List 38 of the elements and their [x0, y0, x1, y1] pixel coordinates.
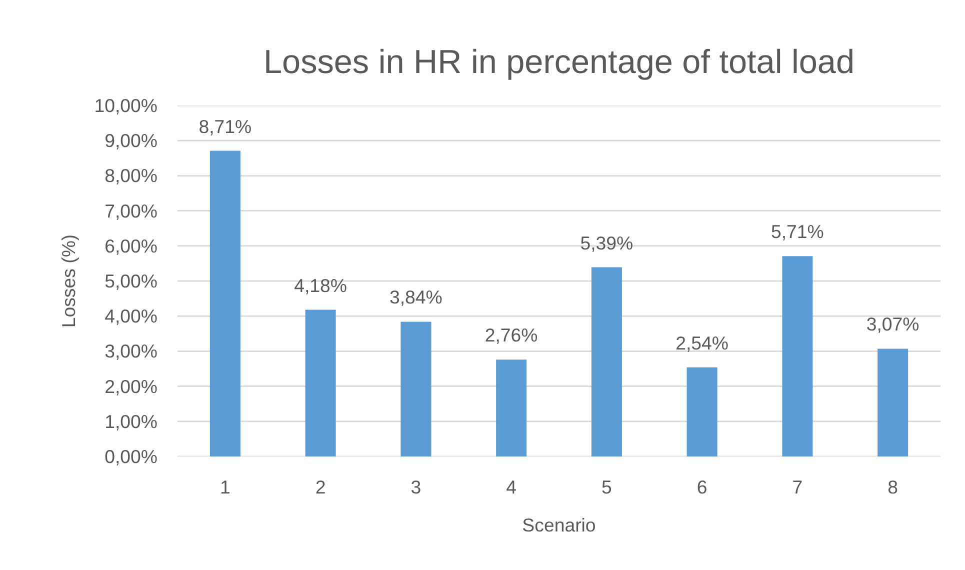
data-label: 2,54%	[676, 332, 729, 354]
bar	[210, 150, 240, 456]
data-label: 3,07%	[866, 314, 920, 335]
bar	[782, 256, 813, 456]
bar	[305, 310, 336, 456]
y-tick-label: 4,00%	[104, 306, 158, 327]
x-axis-title: Scenario	[522, 514, 596, 536]
data-label: 5,39%	[580, 232, 634, 254]
bar	[496, 360, 527, 456]
x-tick-label: 5	[602, 476, 612, 498]
x-tick-label: 1	[220, 476, 230, 498]
bar	[591, 267, 622, 456]
y-tick-label: 10,00%	[94, 95, 158, 116]
y-tick-label: 3,00%	[104, 340, 158, 362]
x-tick-label: 6	[696, 476, 708, 498]
y-axis-title: Losses (%)	[58, 234, 80, 328]
bar	[878, 348, 908, 456]
y-tick-label: 7,00%	[104, 200, 158, 222]
y-tick-label: 2,00%	[104, 376, 158, 397]
data-label: 2,76%	[484, 324, 538, 346]
y-tick-label: 9,00%	[104, 130, 158, 152]
bar	[400, 322, 432, 456]
chart-title: Losses in HR in percentage of total load	[263, 44, 855, 81]
y-tick-label: 1,00%	[104, 410, 158, 432]
y-tick-label: 5,00%	[104, 270, 158, 292]
y-tick-label: 8,00%	[104, 165, 158, 186]
data-label: 8,71%	[198, 116, 252, 137]
x-tick-label: 2	[315, 476, 326, 498]
x-tick-label: 3	[410, 476, 422, 498]
x-tick-label: 8	[888, 476, 898, 498]
y-tick-label: 0,00%	[104, 446, 158, 467]
x-tick-label: 4	[506, 476, 517, 498]
x-tick-label: 7	[792, 476, 803, 498]
bar	[686, 367, 718, 456]
data-label: 5,71%	[770, 221, 824, 242]
y-tick-label: 6,00%	[104, 235, 158, 256]
data-label: 4,18%	[294, 274, 348, 296]
data-label: 3,84%	[389, 286, 442, 308]
